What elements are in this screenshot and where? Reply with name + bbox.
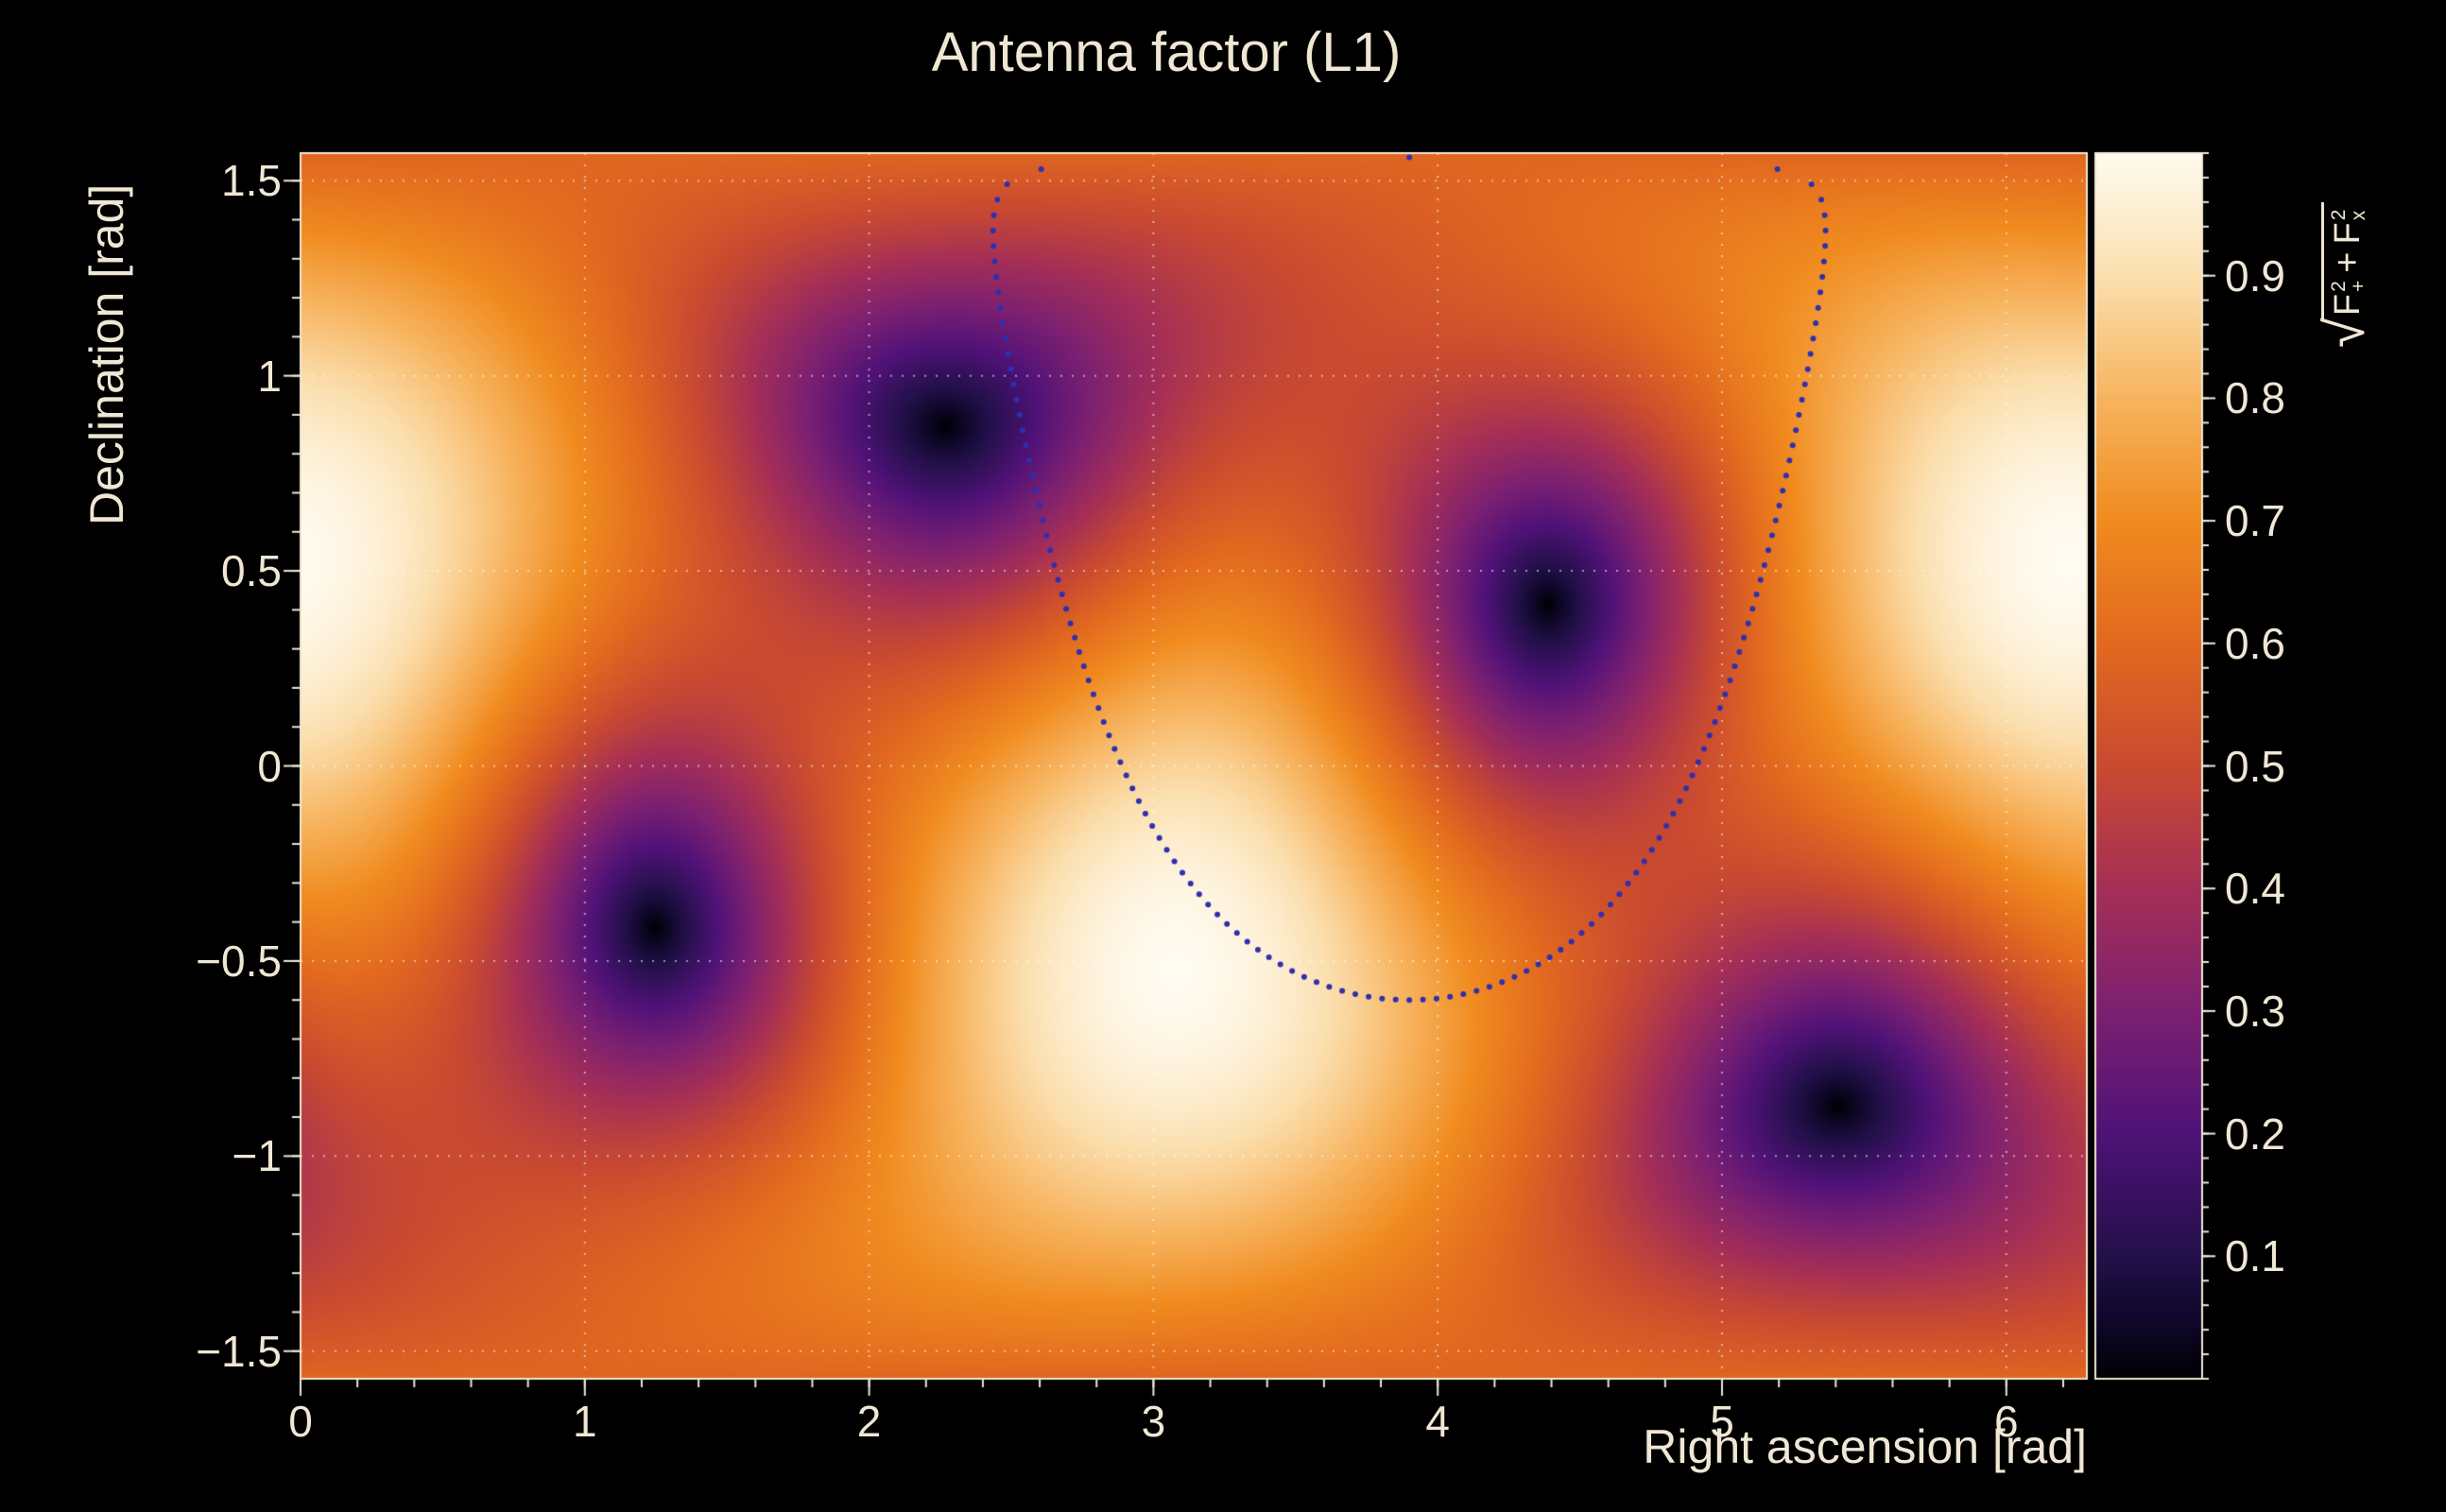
x-tick-label: 0 [288,1397,313,1446]
colorbar-tick-label: 0.5 [2225,741,2285,791]
x-tick-label: 5 [1710,1397,1734,1446]
colorbar-tick-label: 0.9 [2225,250,2285,301]
x-axis-title: Right ascension [rad] [1643,1420,2087,1473]
x-tick-label: 3 [1141,1397,1166,1446]
x-tick-label: 1 [573,1397,597,1446]
colorbar-tick-label: 0.6 [2225,618,2285,668]
y-tick-label: 1 [257,351,282,401]
y-tick-label: −0.5 [196,936,282,986]
f-cross-base: F [2328,222,2368,245]
colorbar-tick-label: 0.7 [2225,496,2285,546]
y-tick-label: 0 [257,741,282,791]
y-tick-label: −1 [232,1131,282,1181]
y-tick-label: 0.5 [221,546,282,596]
colorbar-tick-label: 0.1 [2225,1231,2285,1281]
y-tick-label: 1.5 [221,156,282,206]
x-tick-label: 2 [856,1397,882,1446]
x-tick-label: 6 [1994,1397,2019,1446]
colorbar-tick-label: 0.3 [2225,986,2285,1036]
colorbar-tick-label: 0.8 [2225,373,2285,423]
x-tick-label: 4 [1425,1397,1450,1446]
colorbar-tick-label: 0.4 [2225,864,2285,914]
y-axis-title: Declination [rad] [80,183,133,525]
plot-title: Antenna factor (L1) [931,22,1402,83]
colorbar-tick-label: 0.2 [2225,1108,2285,1159]
sqrt-symbol: √ [2315,318,2376,348]
y-tick-label: −1.5 [196,1326,282,1376]
